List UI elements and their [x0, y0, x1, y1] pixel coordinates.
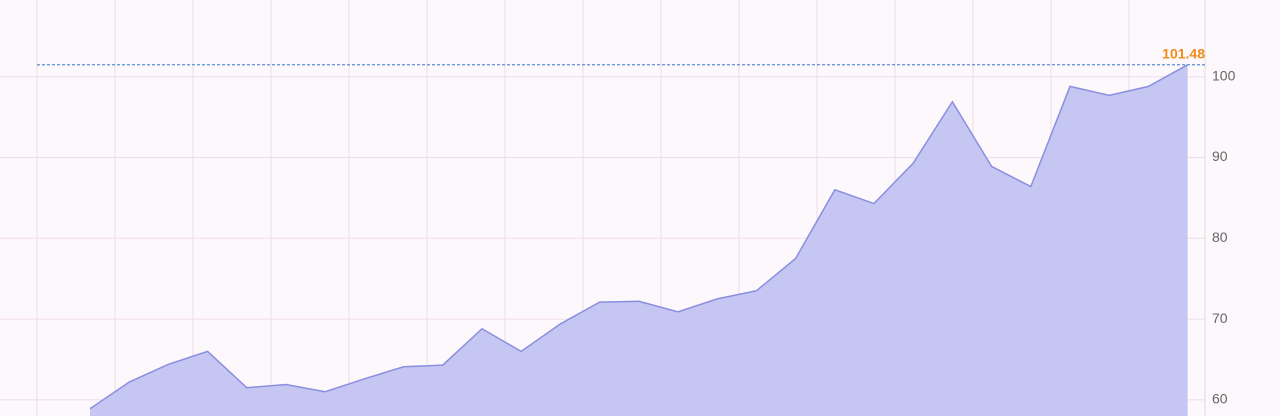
y-tick-label: 70 [1212, 310, 1228, 326]
y-tick-label: 80 [1212, 229, 1228, 245]
y-tick-label: 90 [1212, 148, 1228, 164]
y-tick-label: 60 [1212, 391, 1228, 407]
area-fill [90, 64, 1188, 416]
y-tick-label: 100 [1212, 67, 1236, 83]
area-line [89, 64, 1188, 410]
reference-label: 101.48 [1162, 45, 1205, 61]
